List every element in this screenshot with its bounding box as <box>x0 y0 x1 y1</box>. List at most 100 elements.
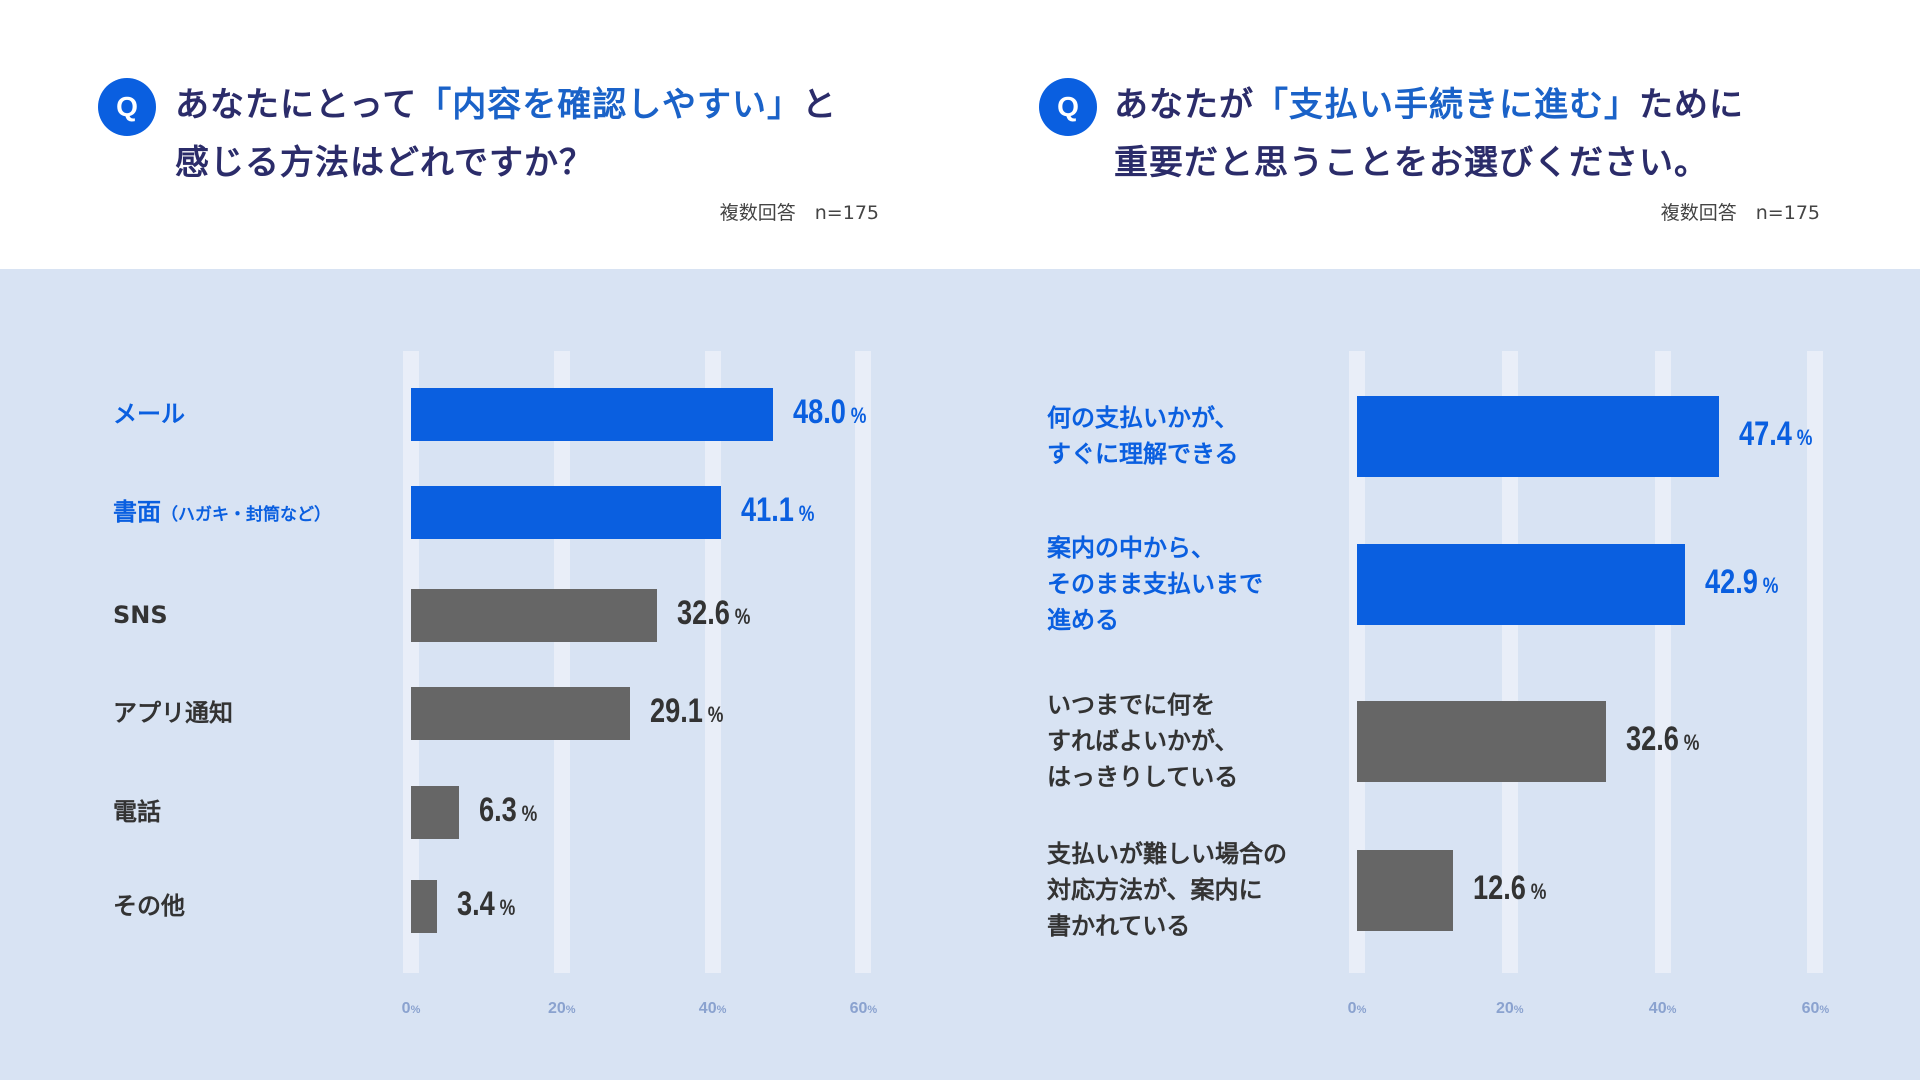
value-unit: % <box>1762 573 1779 598</box>
tick-unit: % <box>716 1004 727 1016</box>
category-text: メール <box>113 400 185 428</box>
category-text: 何の支払いかが、 すぐに理解できる <box>1047 404 1239 468</box>
bar <box>1357 849 1454 931</box>
tick-value: 40 <box>698 1000 717 1017</box>
value-number: 42.9 <box>1704 563 1758 601</box>
x-tick-label: 60% <box>1802 1000 1830 1018</box>
title-suffix: と <box>801 85 837 125</box>
tick-value: 0 <box>401 1000 411 1017</box>
bar <box>411 485 721 539</box>
bar <box>411 879 437 933</box>
q-badge-icon: Q <box>1039 78 1097 136</box>
category-label: 支払いが難しい場合の 対応方法が、案内に 書かれている <box>1047 836 1287 944</box>
category-label: アプリ通知 <box>113 695 233 731</box>
bar <box>411 686 631 740</box>
value-unit: % <box>521 801 537 826</box>
value-label: 32.6% <box>677 594 750 633</box>
bar <box>1357 395 1720 477</box>
gridline <box>1501 351 1518 973</box>
value-unit: % <box>499 895 515 920</box>
x-tick-label: 60% <box>850 1000 878 1018</box>
value-number: 12.6 <box>1473 869 1527 907</box>
tick-value: 40 <box>1648 1000 1667 1017</box>
tick-value: 0 <box>1347 1000 1357 1017</box>
category-text: 電話 <box>113 798 161 826</box>
category-text: 書面 <box>113 498 161 526</box>
value-number: 32.6 <box>676 594 730 632</box>
tick-unit: % <box>1356 1004 1367 1016</box>
category-text: 案内の中から、 そのまま支払いまで 進める <box>1047 534 1263 634</box>
tick-unit: % <box>1819 1004 1830 1016</box>
value-unit: % <box>734 604 751 629</box>
q-badge-icon: Q <box>98 78 156 136</box>
category-label: SNS <box>113 597 168 633</box>
x-tick-label: 0% <box>1348 1000 1367 1018</box>
value-unit: % <box>708 702 724 727</box>
tick-value: 20 <box>1496 1000 1514 1017</box>
gridline <box>1654 351 1671 973</box>
value-number: 41.1 <box>740 491 794 529</box>
category-label: メール <box>113 396 185 432</box>
value-unit: % <box>1796 425 1813 450</box>
x-tick-label: 20% <box>1496 1000 1524 1018</box>
gridline <box>704 351 721 973</box>
gridline <box>1349 351 1365 973</box>
category-label: 何の支払いかが、 すぐに理解できる <box>1047 400 1239 472</box>
chart-title: あなたにとって「内容を確認しやすい」と 感じる方法はどれですか？ <box>175 76 837 192</box>
sample-note: 複数回答 n=175 <box>719 202 879 224</box>
value-unit: % <box>1531 879 1547 904</box>
category-label: 電話 <box>113 794 161 830</box>
value-unit: % <box>1683 730 1700 755</box>
header <box>0 0 1920 269</box>
value-number: 3.4 <box>456 885 495 923</box>
x-tick-label: 40% <box>699 1000 727 1018</box>
category-text: アプリ通知 <box>113 699 233 727</box>
value-label: 41.1% <box>741 491 814 530</box>
value-number: 6.3 <box>478 791 517 829</box>
tick-unit: % <box>410 1004 421 1016</box>
tick-unit: % <box>1666 1004 1677 1016</box>
tick-unit: % <box>565 1004 576 1016</box>
value-unit: % <box>798 501 815 526</box>
tick-value: 20 <box>548 1000 566 1017</box>
bar <box>411 387 773 441</box>
value-number: 29.1 <box>650 692 704 730</box>
title-highlight: 「支払い手続きに進む」 <box>1254 85 1639 125</box>
category-text: SNS <box>113 601 168 629</box>
value-label: 42.9% <box>1705 563 1778 602</box>
category-subtext: （ハガキ・封筒など） <box>161 505 331 525</box>
gridline <box>553 351 570 973</box>
tick-unit: % <box>867 1004 878 1016</box>
bar <box>411 785 459 839</box>
value-label: 6.3% <box>479 791 537 830</box>
value-number: 48.0 <box>792 393 846 431</box>
tick-value: 60 <box>1801 1000 1820 1017</box>
category-text: いつまでに何を すればよいかが、 はっきりしている <box>1047 691 1239 791</box>
category-text: 支払いが難しい場合の 対応方法が、案内に 書かれている <box>1047 840 1287 940</box>
gridline <box>1807 351 1824 973</box>
x-tick-label: 40% <box>1649 1000 1677 1018</box>
x-tick-label: 20% <box>548 1000 576 1018</box>
category-label: 書面（ハガキ・封筒など） <box>113 494 331 533</box>
tick-value: 60 <box>849 1000 868 1017</box>
title-prefix: あなたが <box>1114 85 1254 125</box>
title-suffix: ために <box>1639 85 1744 125</box>
title-highlight: 「内容を確認しやすい」 <box>417 85 802 125</box>
tick-unit: % <box>1513 1004 1524 1016</box>
value-label: 47.4% <box>1739 415 1812 454</box>
chart-title: あなたが「支払い手続きに進む」ために重要だと思うことをお選びください。 <box>1114 76 1744 192</box>
title-line2: 重要だと思うことをお選びください。 <box>1114 143 1709 183</box>
sample-note: 複数回答 n=175 <box>1660 202 1820 224</box>
value-label: 29.1% <box>650 692 723 731</box>
category-label: いつまでに何を すればよいかが、 はっきりしている <box>1047 687 1239 795</box>
value-label: 3.4% <box>457 885 515 924</box>
category-label: その他 <box>113 888 185 924</box>
value-number: 47.4 <box>1739 415 1793 453</box>
title-line2: 感じる方法はどれですか？ <box>175 143 594 183</box>
gridline <box>855 351 872 973</box>
value-unit: % <box>850 403 867 428</box>
category-label: 案内の中から、 そのまま支払いまで 進める <box>1047 530 1263 638</box>
bar <box>1357 700 1607 782</box>
value-number: 32.6 <box>1626 720 1680 758</box>
bar <box>1357 543 1685 625</box>
